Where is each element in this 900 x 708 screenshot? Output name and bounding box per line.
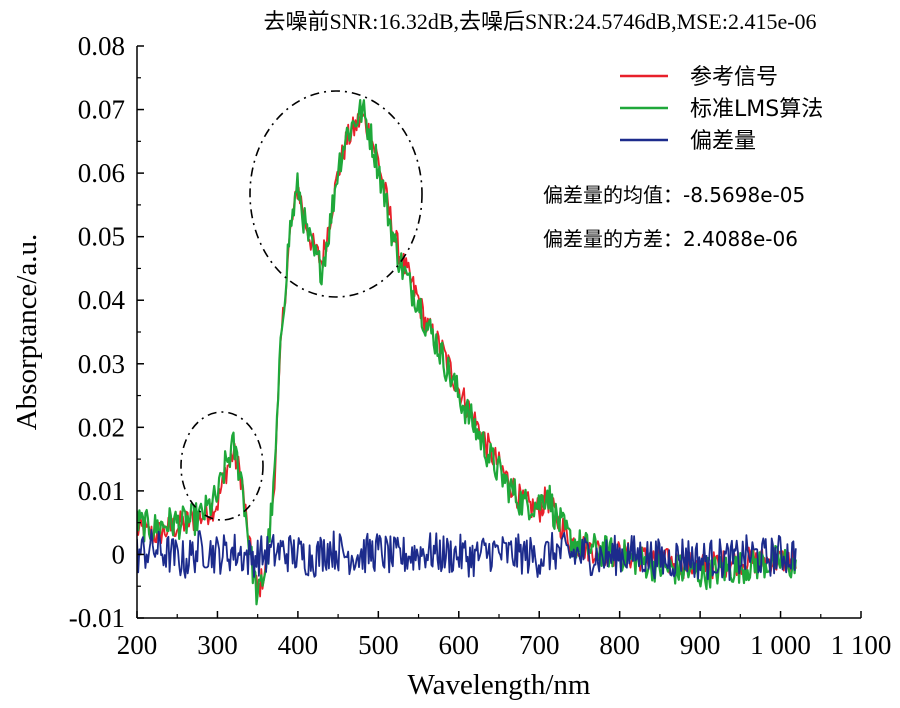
y-tick-label: 0.06: [78, 158, 125, 188]
annotation-mean: 偏差量的均值：-8.5698e-05: [543, 183, 805, 207]
y-tick-label: 0.01: [78, 476, 125, 506]
y-tick-label: -0.01: [69, 603, 125, 633]
highlight-circle-small-peak: [180, 411, 264, 521]
y-tick-label: 0.05: [78, 222, 125, 252]
x-ticks: 200 300 400 500 600 700 800 900 1 000 1 100: [117, 611, 892, 660]
y-tick-label: 0.02: [78, 412, 125, 442]
x-tick-label: 600: [439, 630, 480, 660]
x-tick-label: 500: [358, 630, 399, 660]
x-tick-label: 200: [117, 630, 158, 660]
y-axis-label: Absorptance/a.u.: [11, 234, 43, 431]
legend-label: 标准LMS算法: [690, 97, 823, 122]
chart-title: 去噪前SNR:16.32dB,去噪后SNR:24.5746dB,MSE:2.41…: [263, 9, 816, 34]
y-ticks: -0.01 0 0.01 0.02 0.03 0.04 0.05 0.06 0.07 0.08: [69, 31, 144, 633]
y-tick-label: 0.04: [78, 285, 126, 315]
y-tick-label: 0.07: [78, 95, 125, 125]
highlight-circle-main-peak: [249, 90, 423, 298]
x-axis-label: Wavelength/nm: [408, 669, 591, 701]
x-tick-label: 900: [680, 630, 721, 660]
annotation-variance: 偏差量的方差：2.4088e-06: [543, 227, 798, 251]
x-tick-label: 300: [197, 630, 238, 660]
series-line-1: [137, 98, 797, 606]
highlight-circles: [180, 90, 423, 521]
series-layer: [137, 98, 797, 606]
y-tick-label: 0: [112, 539, 126, 569]
x-tick-label: 400: [278, 630, 319, 660]
annotations: 偏差量的均值：-8.5698e-05 偏差量的方差：2.4088e-06: [543, 183, 805, 251]
legend-label: 参考信号: [690, 65, 778, 90]
series-line-2: [137, 529, 797, 581]
y-tick-label: 0.03: [78, 349, 125, 379]
x-tick-label: 1 000: [750, 630, 811, 660]
legend-label: 偏差量: [690, 129, 756, 154]
x-tick-label: 800: [599, 630, 640, 660]
x-tick-label: 700: [519, 630, 560, 660]
y-tick-label: 0.08: [78, 31, 125, 61]
x-tick-label: 1 100: [831, 630, 892, 660]
